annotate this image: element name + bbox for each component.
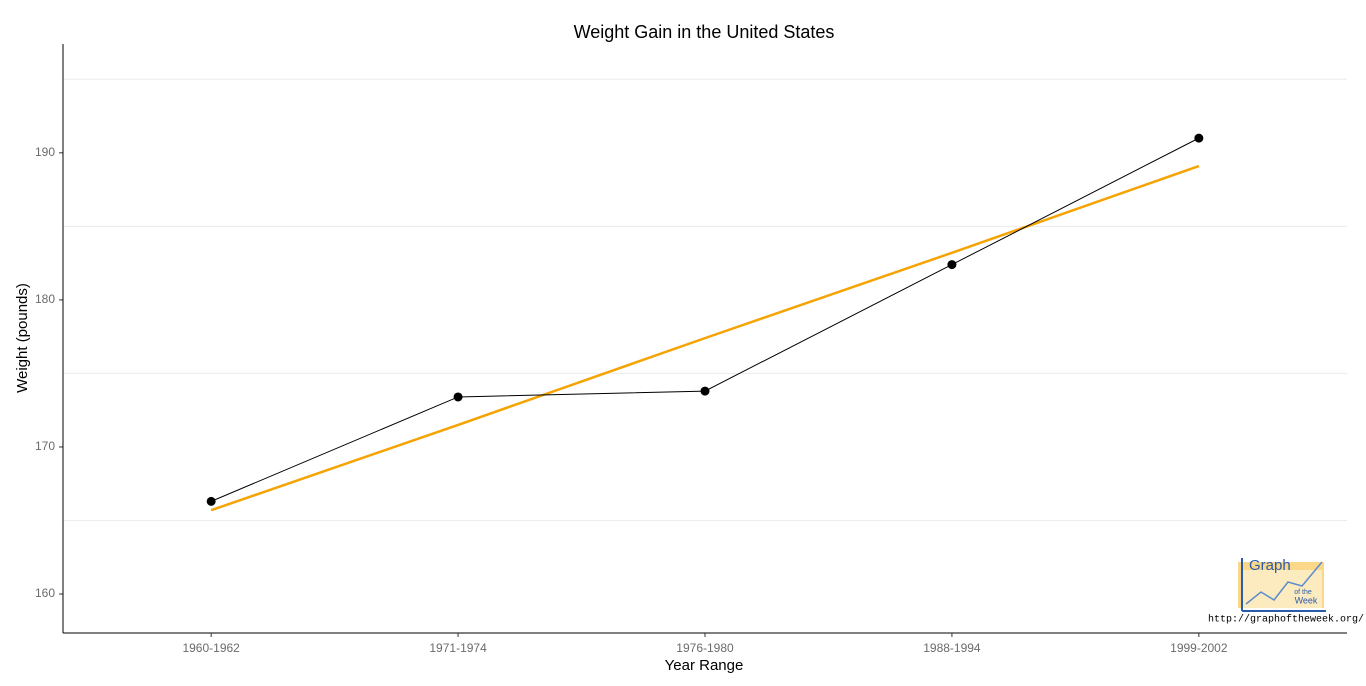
data-point	[453, 392, 463, 402]
logo-line	[1245, 561, 1323, 605]
data-point	[1194, 133, 1204, 143]
y-tick-label: 180	[35, 292, 55, 306]
logo-sub: of the	[1294, 589, 1312, 596]
y-axis-label: Weight (pounds)	[14, 283, 31, 393]
x-axis-label: Year Range	[665, 657, 744, 674]
x-tick-label: 1976-1980	[676, 641, 734, 655]
logo-sub: Week	[1295, 595, 1318, 605]
x-tick-label: 1988-1994	[923, 641, 981, 655]
x-tick-label: 1999-2002	[1170, 641, 1228, 655]
x-tick-label: 1960-1962	[182, 641, 240, 655]
y-tick-label: 190	[35, 145, 55, 159]
data-point	[206, 496, 216, 506]
chart-title: Weight Gain in the United States	[574, 22, 835, 42]
logo	[1238, 558, 1326, 612]
logo-url: http://graphoftheweek.org/	[1208, 614, 1364, 626]
y-tick-label: 160	[35, 586, 55, 600]
data-line	[210, 137, 1200, 502]
logo-title: Graph	[1249, 557, 1291, 574]
x-tick-label: 1971-1974	[429, 641, 487, 655]
y-tick-label: 170	[35, 439, 55, 453]
trend-line	[210, 164, 1200, 512]
data-point	[947, 260, 957, 270]
data-point	[700, 386, 710, 396]
